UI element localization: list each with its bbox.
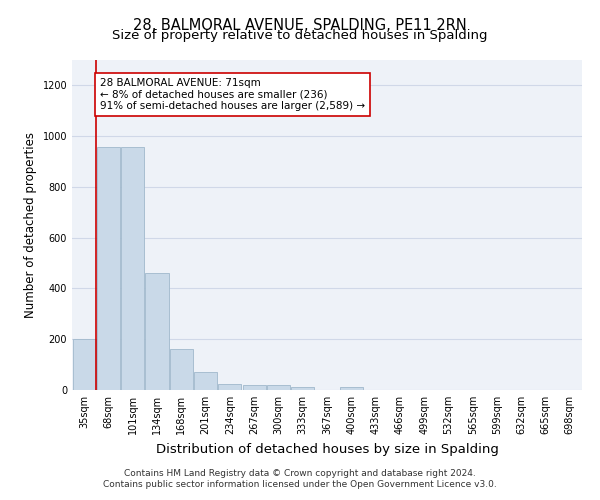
Bar bbox=[267, 386, 290, 390]
Y-axis label: Number of detached properties: Number of detached properties bbox=[24, 132, 37, 318]
Text: Contains public sector information licensed under the Open Government Licence v3: Contains public sector information licen… bbox=[103, 480, 497, 489]
Bar bbox=[145, 272, 169, 390]
Bar bbox=[121, 147, 144, 390]
Bar bbox=[340, 387, 363, 390]
X-axis label: Distribution of detached houses by size in Spalding: Distribution of detached houses by size … bbox=[155, 442, 499, 456]
Bar bbox=[291, 387, 314, 390]
Text: Contains HM Land Registry data © Crown copyright and database right 2024.: Contains HM Land Registry data © Crown c… bbox=[124, 468, 476, 477]
Text: 28, BALMORAL AVENUE, SPALDING, PE11 2RN: 28, BALMORAL AVENUE, SPALDING, PE11 2RN bbox=[133, 18, 467, 32]
Bar bbox=[242, 385, 266, 390]
Bar bbox=[218, 384, 241, 390]
Bar bbox=[97, 147, 120, 390]
Text: Size of property relative to detached houses in Spalding: Size of property relative to detached ho… bbox=[112, 29, 488, 42]
Text: 28 BALMORAL AVENUE: 71sqm
← 8% of detached houses are smaller (236)
91% of semi-: 28 BALMORAL AVENUE: 71sqm ← 8% of detach… bbox=[100, 78, 365, 111]
Bar bbox=[73, 339, 95, 390]
Bar bbox=[194, 372, 217, 390]
Bar bbox=[170, 349, 193, 390]
